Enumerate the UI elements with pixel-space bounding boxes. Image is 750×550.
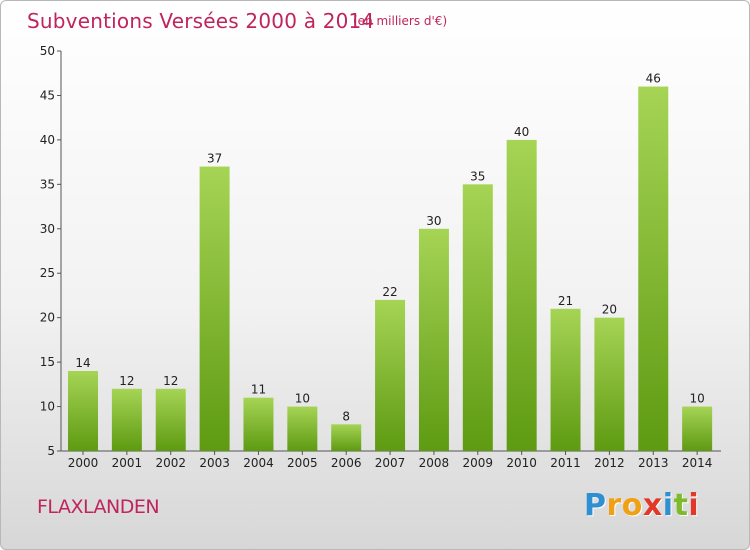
bar xyxy=(331,424,362,451)
x-tick-label: 2010 xyxy=(506,456,537,470)
data-label: 20 xyxy=(602,303,617,317)
chart-title: Subventions Versées 2000 à 2014 xyxy=(27,9,375,33)
logo-letter: P xyxy=(584,488,607,523)
data-label: 37 xyxy=(207,152,222,166)
data-label: 46 xyxy=(646,72,661,86)
data-label: 10 xyxy=(295,392,310,406)
x-tick-label: 2002 xyxy=(155,456,186,470)
bar xyxy=(155,388,186,451)
bar xyxy=(243,397,274,451)
data-label: 40 xyxy=(514,125,529,139)
x-tick-label: 2008 xyxy=(419,456,450,470)
bar xyxy=(199,166,230,452)
data-label: 10 xyxy=(689,392,704,406)
y-tick-label: 20 xyxy=(40,311,55,325)
x-tick-label: 2005 xyxy=(287,456,318,470)
x-tick-label: 2013 xyxy=(638,456,669,470)
x-tick-label: 2007 xyxy=(375,456,406,470)
logo-letter: o xyxy=(621,488,643,523)
logo-letter: i xyxy=(688,488,700,523)
bar xyxy=(68,371,98,451)
x-tick-label: 2004 xyxy=(243,456,274,470)
logo-letter: x xyxy=(642,488,663,523)
data-label: 8 xyxy=(342,409,350,423)
y-tick-label: 15 xyxy=(40,355,55,369)
commune-name: FLAXLANDEN xyxy=(37,496,160,518)
chart-subtitle: (en milliers d'€) xyxy=(353,14,448,28)
data-label: 22 xyxy=(382,285,397,299)
data-label: 11 xyxy=(251,383,266,397)
bar xyxy=(550,308,581,451)
y-tick-label: 10 xyxy=(40,400,55,414)
bar xyxy=(682,406,713,451)
data-label: 12 xyxy=(163,374,178,388)
bar xyxy=(375,299,406,451)
bar xyxy=(638,86,669,452)
logo-letter: r xyxy=(606,488,622,523)
y-tick-label: 40 xyxy=(40,133,55,147)
logo-letter: t xyxy=(673,488,689,523)
data-label: 21 xyxy=(558,294,573,308)
y-tick-label: 50 xyxy=(40,44,55,58)
y-tick-label: 5 xyxy=(47,444,55,458)
x-tick-label: 2012 xyxy=(594,456,625,470)
proxiti-logo: Proxiti xyxy=(584,488,699,523)
bar xyxy=(418,228,449,451)
x-tick-label: 2003 xyxy=(199,456,230,470)
logo-letter: i xyxy=(662,488,674,523)
x-tick-label: 2000 xyxy=(68,456,99,470)
data-label: 35 xyxy=(470,169,485,183)
bar xyxy=(111,388,142,451)
bar xyxy=(462,184,493,452)
y-tick-label: 30 xyxy=(40,222,55,236)
bar xyxy=(506,139,537,451)
x-tick-label: 2011 xyxy=(550,456,581,470)
bar xyxy=(287,406,318,451)
x-tick-label: 2006 xyxy=(331,456,362,470)
y-tick-label: 35 xyxy=(40,177,55,191)
y-tick-label: 25 xyxy=(40,266,55,280)
x-tick-label: 2001 xyxy=(112,456,143,470)
data-label: 30 xyxy=(426,214,441,228)
y-tick-label: 45 xyxy=(40,88,55,102)
x-tick-label: 2014 xyxy=(682,456,713,470)
x-tick-label: 2009 xyxy=(463,456,494,470)
bar xyxy=(594,317,625,451)
data-label: 14 xyxy=(75,356,90,370)
data-label: 12 xyxy=(119,374,134,388)
